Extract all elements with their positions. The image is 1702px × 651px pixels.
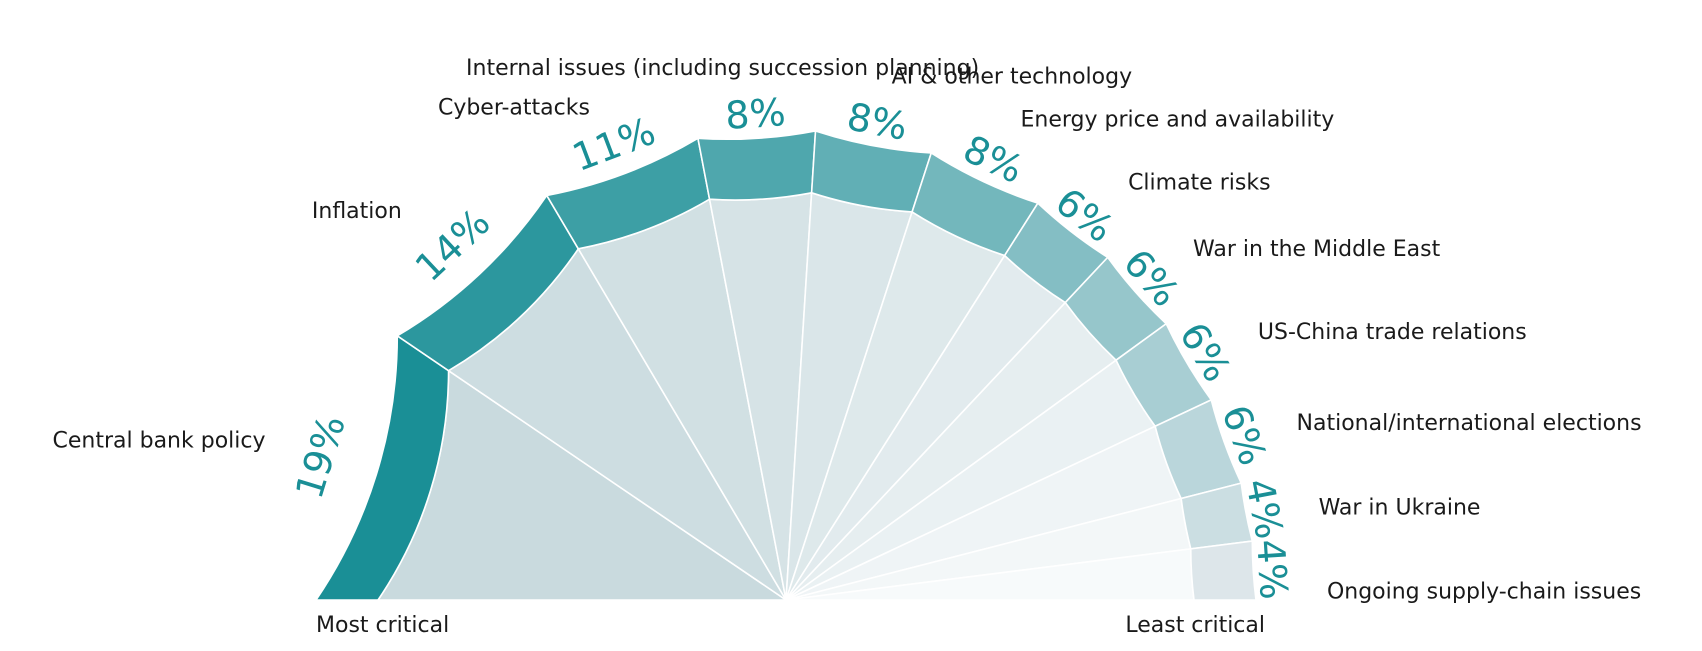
category-label-1: Central bank policy <box>53 429 266 454</box>
category-label-4: Internal issues (including succession pl… <box>466 56 979 81</box>
category-label-11: War in Ukraine <box>1319 495 1481 520</box>
category-label-8: War in the Middle East <box>1193 237 1441 262</box>
category-labels-layer: Central bank policy Inflation Cyber-attack… <box>53 56 1642 605</box>
category-label-5: AI & other technology <box>892 64 1132 89</box>
category-label-10: National/international elections <box>1297 411 1642 436</box>
value-label-5: 8% <box>844 94 911 149</box>
least-critical-label: Least critical <box>1125 613 1265 638</box>
sectors-layer <box>314 129 1257 601</box>
category-label-3: Cyber-attacks <box>438 95 590 120</box>
value-label-12: 4% <box>1248 538 1296 601</box>
category-label-7: Climate risks <box>1128 171 1270 196</box>
category-label-6: Energy price and availability <box>1021 108 1335 133</box>
category-label-9: US-China trade relations <box>1258 320 1527 345</box>
sector-ring-4 <box>696 129 817 201</box>
most-critical-label: Most critical <box>316 613 449 638</box>
category-label-12: Ongoing supply-chain issues <box>1327 580 1641 605</box>
value-label-1: 19% <box>287 410 354 504</box>
sector-ring-12 <box>1189 540 1257 601</box>
category-label-2: Inflation <box>312 199 402 224</box>
value-label-4: 8% <box>724 90 787 138</box>
